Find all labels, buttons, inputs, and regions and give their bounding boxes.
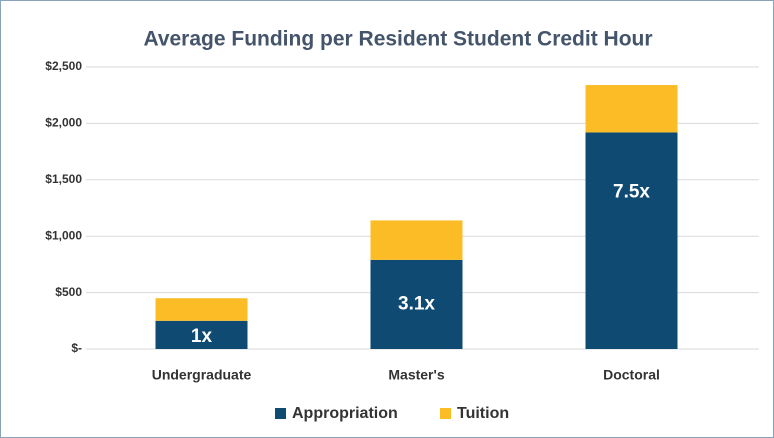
- x-tick-label: Master's: [388, 367, 444, 383]
- chart-title: Average Funding per Resident Student Cre…: [143, 28, 652, 51]
- y-tick-label: $2,000: [45, 116, 82, 130]
- y-tick-label: $-: [71, 341, 82, 355]
- x-tick-label: Doctoral: [603, 367, 660, 383]
- x-tick-label: Undergraduate: [152, 367, 252, 383]
- bar-segment: [155, 298, 248, 321]
- y-tick-label: $500: [55, 285, 82, 299]
- legend-label: Appropriation: [292, 405, 398, 422]
- bar-segment: [370, 259, 463, 349]
- legend-swatch: [275, 408, 286, 419]
- bar-annotation: 1x: [191, 326, 213, 347]
- bar-annotation: 3.1x: [398, 293, 435, 314]
- bar-annotation: 7.5x: [613, 182, 650, 203]
- y-tick-label: $2,500: [45, 59, 82, 73]
- y-tick-label: $1,000: [45, 228, 82, 242]
- legend-swatch: [440, 408, 451, 419]
- bar-segment: [370, 220, 463, 260]
- legend-label: Tuition: [457, 405, 509, 422]
- bar-segment: [585, 132, 678, 349]
- bar-segment: [585, 85, 678, 133]
- y-tick-label: $1,500: [45, 172, 82, 186]
- bar-segment: [155, 320, 248, 349]
